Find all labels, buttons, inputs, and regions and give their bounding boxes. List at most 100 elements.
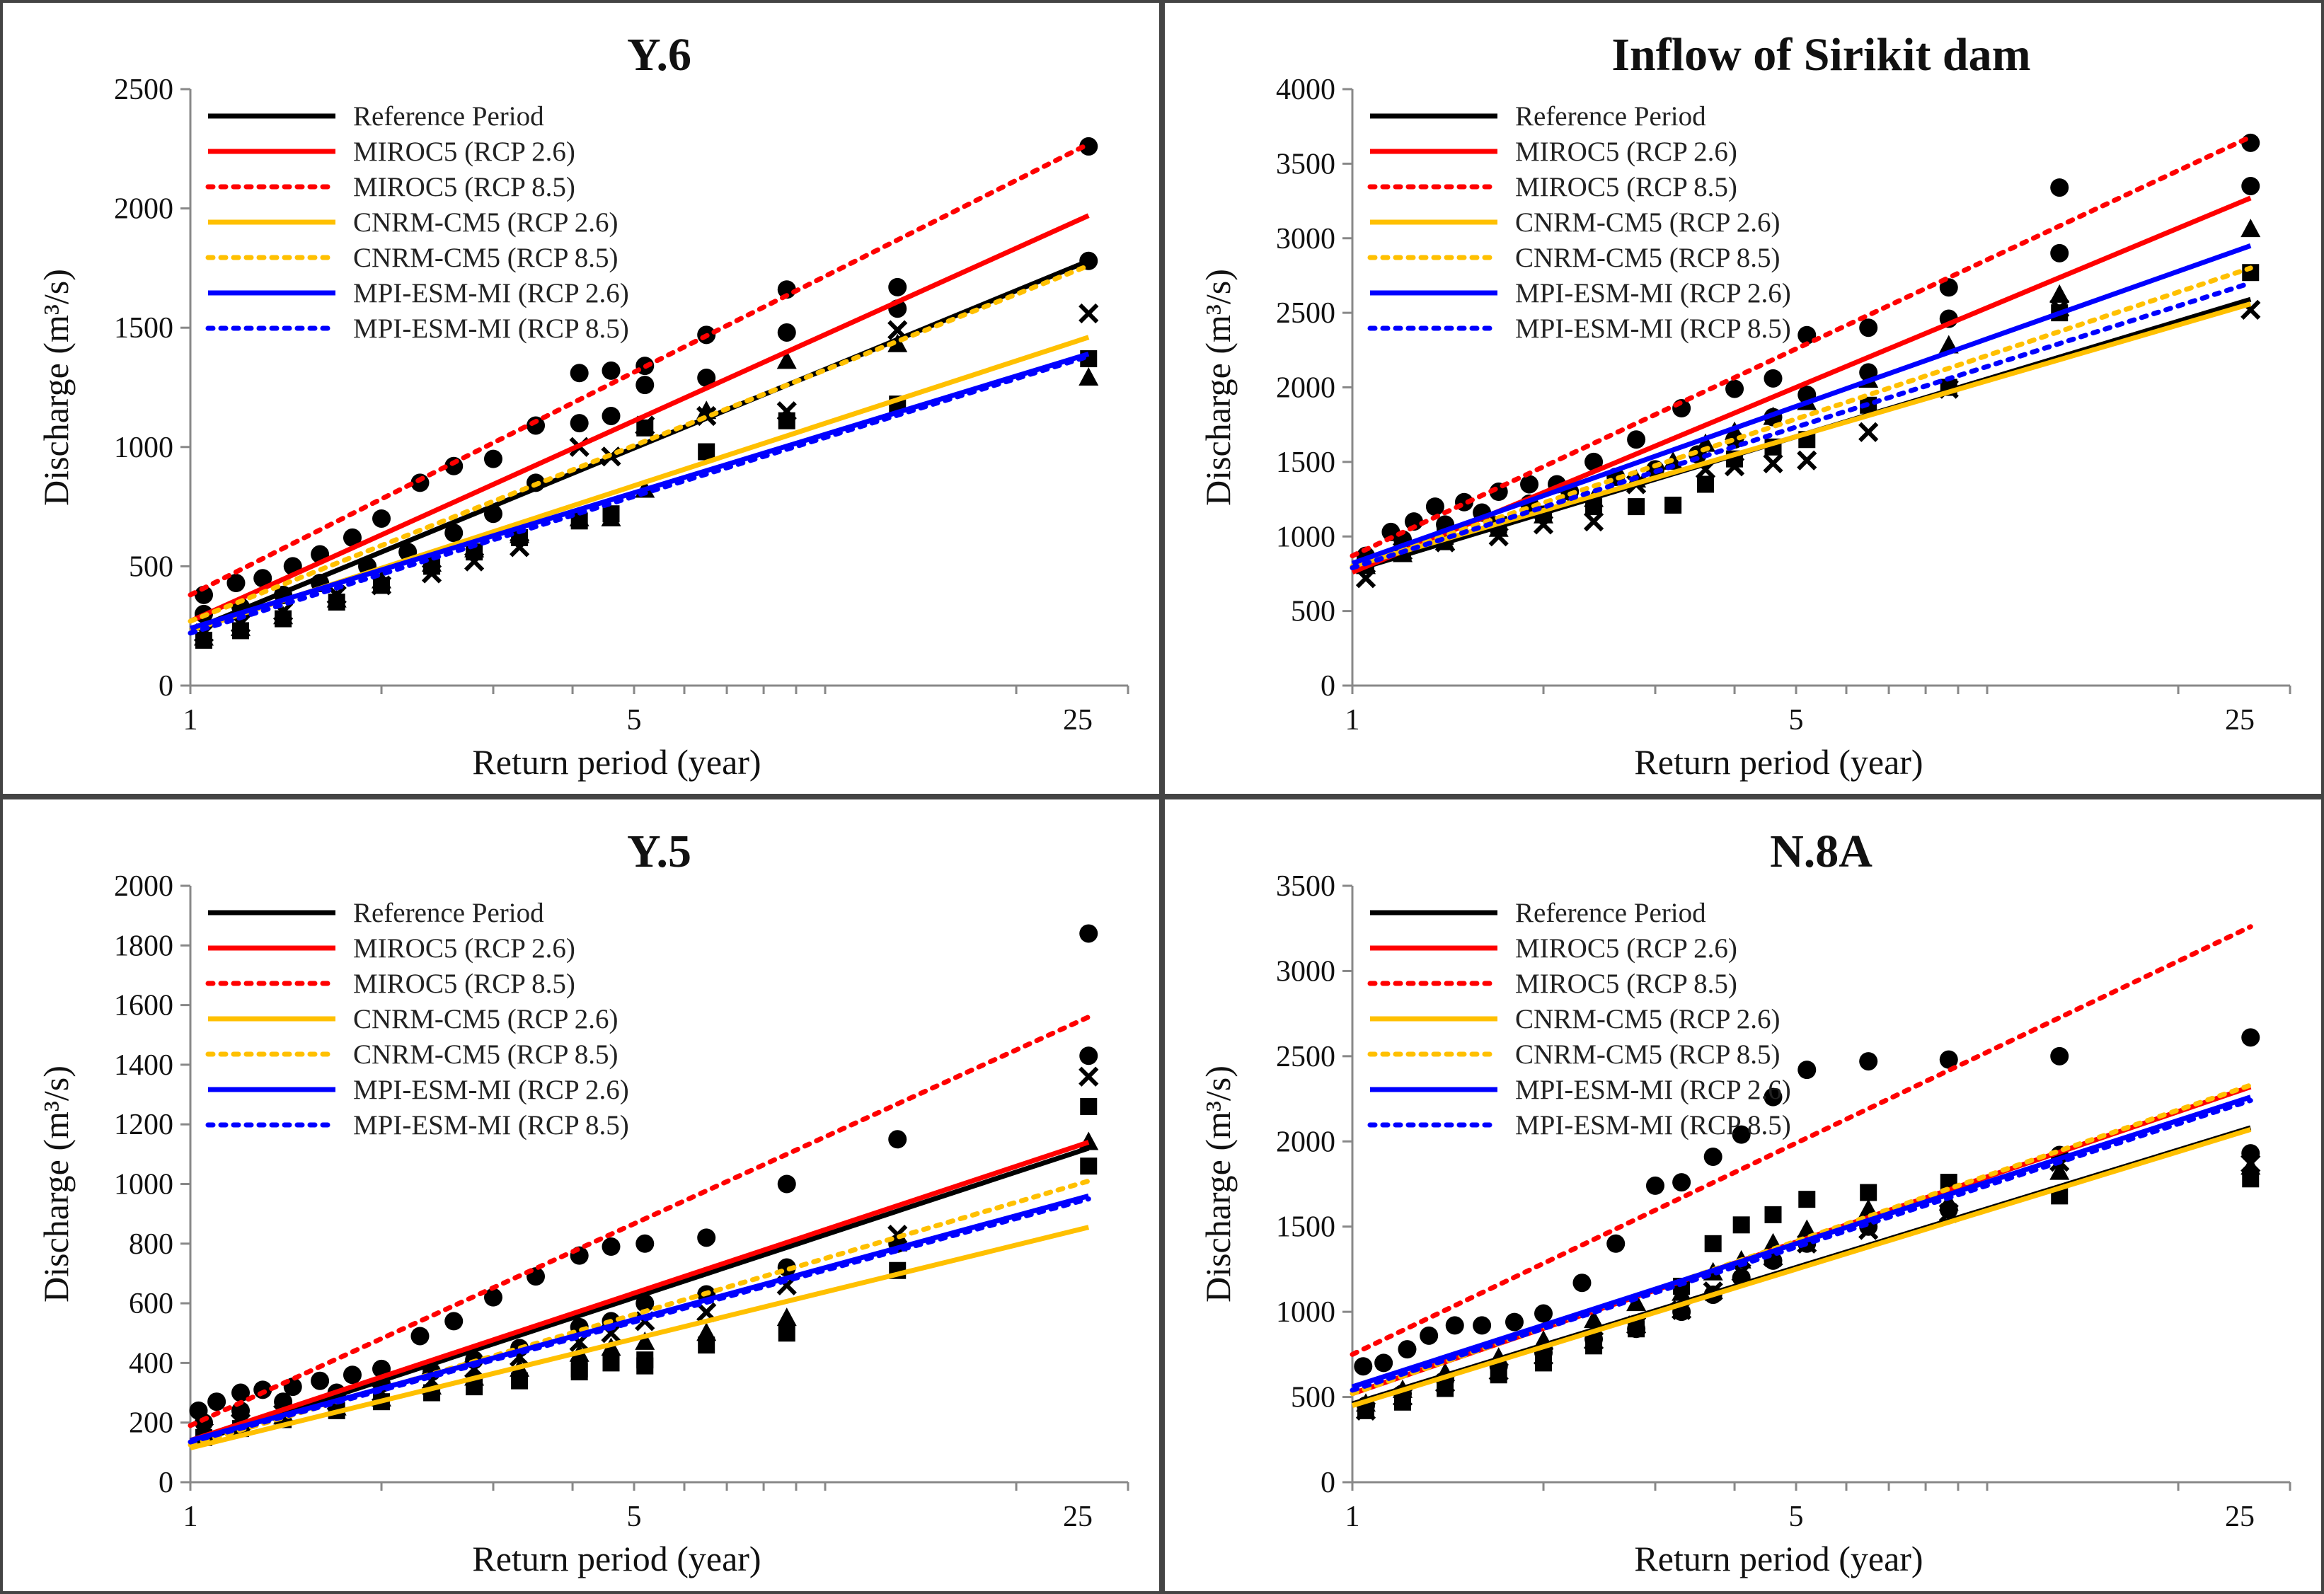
y-tick-label: 1600: [114, 990, 173, 1022]
x-tick-label: 1: [183, 704, 198, 737]
chart-panel-n8a: N.8A 0 500 1000 1500 2000 2500 3000 3500 1 5 25 Retu…: [1162, 797, 2324, 1594]
chart-panel-y5: Y.5 0 200 400 600 800 1000 1200 1400 1600 1800 2000…: [0, 797, 1162, 1594]
y-tick-label: 2500: [1276, 297, 1335, 330]
data-point-triangle: [273, 606, 294, 625]
series-line-mpi-esm-mi-rcp-8-5: [1350, 280, 2253, 571]
x-tick-label: 1: [1345, 704, 1360, 737]
y-tick-label: 2500: [1276, 1041, 1335, 1073]
chart-svg: Y.6 0 500 1000 1500 2000 2500 1 5 25 Return period…: [36, 29, 1129, 782]
legend-label-miroc5-rcp-8-5: MIROC5 (RCP 8.5): [1515, 969, 1737, 999]
legend-label-mpi-esm-mi-rcp-8-5: MPI-ESM-MI (RCP 8.5): [353, 1110, 629, 1140]
data-point-circle: [1606, 1234, 1626, 1253]
data-point-circle: [226, 574, 246, 593]
legend-label-mpi-esm-mi-rcp-8-5: MPI-ESM-MI (RCP 8.5): [353, 313, 629, 344]
data-point-circle: [1404, 512, 1423, 531]
data-point-circle: [1627, 430, 1646, 449]
data-point-circle: [1939, 1050, 1958, 1069]
series-line-miroc5-rcp-8-5: [1350, 134, 2253, 559]
data-point-triangle: [1078, 367, 1099, 386]
x-axis-label: Return period (year): [1634, 742, 1923, 782]
data-point-square: [1860, 1184, 1877, 1201]
data-point-circle: [2050, 178, 2069, 197]
x-tick-label: 25: [1063, 1501, 1093, 1533]
legend-label-mpi-esm-mi-rcp-2-6: MPI-ESM-MI (RCP 2.6): [1515, 1075, 1791, 1105]
data-point-circle: [1703, 1147, 1722, 1166]
data-point-circle: [195, 585, 214, 604]
x-tick-label: 25: [2225, 704, 2255, 737]
data-point-circle: [570, 414, 589, 433]
chart-svg: Y.5 0 200 400 600 800 1000 1200 1400 1600 1800 2000…: [36, 826, 1129, 1578]
data-point-circle: [1797, 1061, 1817, 1080]
data-point-circle: [1764, 1087, 1783, 1107]
y-tick-label: 1500: [1276, 1211, 1335, 1244]
data-point-circle: [1445, 1316, 1464, 1335]
data-point-circle: [602, 1237, 621, 1257]
data-point-square: [602, 1354, 620, 1372]
legend-label-miroc5-rcp-8-5: MIROC5 (RCP 8.5): [353, 969, 575, 999]
data-point-cross: [2240, 1153, 2261, 1174]
y-tick-label: 3500: [1276, 870, 1335, 903]
data-point-circle: [1505, 1312, 1524, 1332]
data-point-circle: [888, 277, 907, 296]
data-point-cross: [1583, 512, 1604, 532]
data-point-triangle: [194, 627, 214, 646]
legend-label-cnrm-cm5-rcp-8-5: CNRM-CM5 (RCP 8.5): [353, 1039, 619, 1070]
y-axis-label: Discharge (m³/s): [1198, 1065, 1238, 1303]
data-point-circle: [483, 449, 502, 468]
x-tick-label: 25: [2225, 1501, 2255, 1533]
data-point-triangle: [601, 507, 621, 526]
data-point-circle: [1354, 1357, 1373, 1376]
y-tick-label: 3000: [1276, 955, 1335, 988]
data-point-triangle: [776, 350, 797, 369]
data-point-triangle: [635, 1331, 655, 1350]
data-point-square: [1697, 475, 1715, 493]
data-point-circle: [483, 1288, 502, 1307]
data-point-circle: [1420, 1326, 1439, 1345]
data-point-circle: [1859, 1052, 1878, 1071]
series-line-reference-period: [189, 258, 1090, 633]
data-point-triangle: [372, 570, 392, 589]
data-point-cross: [1797, 450, 1817, 470]
data-point-circle: [635, 1234, 655, 1253]
data-point-cross: [776, 401, 797, 422]
series-line-cnrm-cm5-rcp-8-5: [1350, 265, 2253, 569]
chart-panel-y6: Y.6 0 500 1000 1500 2000 2500 1 5 25 Return period…: [0, 0, 1162, 797]
data-point-triangle: [231, 618, 251, 637]
data-point-circle: [1764, 369, 1783, 388]
chart-title: Y.5: [627, 826, 691, 877]
data-point-circle: [602, 406, 621, 425]
data-point-triangle: [1672, 1282, 1692, 1301]
legend-label-reference-period: Reference Period: [353, 898, 544, 928]
series-line-miroc5-rcp-8-5: [188, 142, 1091, 598]
legend-label-cnrm-cm5-rcp-8-5: CNRM-CM5 (RCP 8.5): [1515, 243, 1781, 273]
x-tick-label: 5: [626, 1501, 641, 1533]
legend-label-cnrm-cm5-rcp-2-6: CNRM-CM5 (RCP 2.6): [1515, 1004, 1781, 1034]
y-tick-label: 0: [159, 1467, 173, 1499]
y-tick-label: 500: [129, 550, 173, 583]
y-axis-label: Discharge (m³/s): [36, 269, 76, 506]
data-point-circle: [231, 1383, 251, 1402]
y-tick-label: 0: [159, 670, 173, 703]
data-point-circle: [1725, 379, 1744, 398]
data-point-cross: [1488, 1361, 1509, 1382]
x-axis-label: Return period (year): [1634, 1539, 1923, 1578]
y-tick-label: 2500: [114, 74, 173, 106]
y-tick-label: 1000: [114, 432, 173, 464]
data-point-circle: [410, 1327, 430, 1346]
series-line-miroc5-rcp-2-6: [189, 213, 1090, 624]
y-tick-label: 3000: [1276, 223, 1335, 255]
data-point-cross: [1763, 453, 1783, 474]
data-point-circle: [777, 323, 796, 342]
data-point-triangle: [2240, 219, 2261, 238]
data-point-circle: [777, 1174, 796, 1194]
data-point-triangle: [1696, 433, 1716, 452]
data-point-circle: [1398, 1340, 1417, 1359]
data-point-cross: [1731, 1262, 1751, 1283]
data-point-square: [1764, 1206, 1782, 1223]
legend-label-miroc5-rcp-2-6: MIROC5 (RCP 2.6): [353, 137, 575, 167]
y-tick-label: 1800: [114, 930, 173, 962]
series-line-mpi-esm-mi-rcp-8-5: [188, 1196, 1091, 1445]
data-point-cross: [421, 563, 442, 584]
data-point-cross: [1724, 456, 1745, 477]
